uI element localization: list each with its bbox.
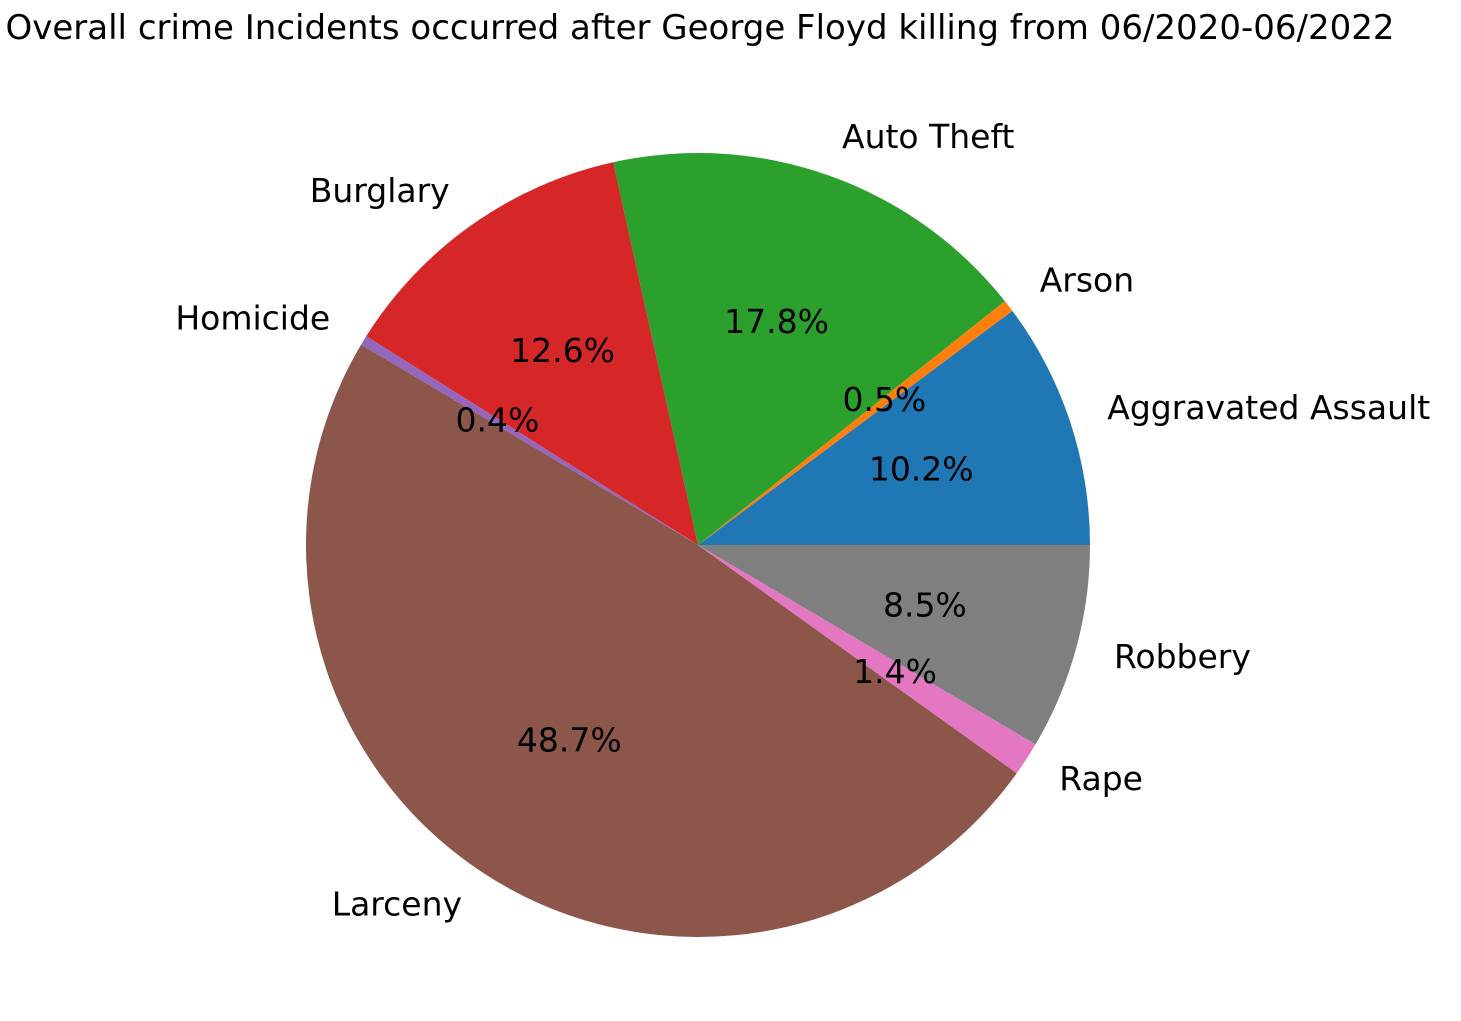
percent-label-rape: 1.4% — [853, 652, 937, 691]
chart-title: Overall crime Incidents occurred after G… — [5, 8, 1395, 48]
pie-slice-rape — [698, 545, 1036, 774]
percent-label-homicide: 0.4% — [455, 401, 539, 440]
pie-slice-aggravated-assault — [698, 310, 1090, 545]
slice-label-auto-theft: Auto Theft — [842, 117, 1015, 156]
percent-label-robbery: 8.5% — [883, 586, 967, 625]
pie-labels: Aggravated Assault 10.2% Arson 0.5% Auto The… — [175, 117, 1430, 923]
percent-label-arson: 0.5% — [842, 380, 926, 419]
pie-slice-homicide — [361, 336, 698, 545]
slice-label-aggravated-assault: Aggravated Assault — [1107, 388, 1430, 427]
percent-label-auto-theft: 17.8% — [724, 302, 829, 341]
slice-label-larceny: Larceny — [332, 884, 462, 923]
percent-label-larceny: 48.7% — [517, 720, 622, 759]
pie-slice-burglary — [366, 162, 698, 545]
slice-label-robbery: Robbery — [1114, 637, 1251, 676]
pie-slice-robbery — [698, 545, 1090, 745]
percent-label-burglary: 12.6% — [510, 331, 615, 370]
pie-slices — [305, 153, 1090, 938]
pie-slice-auto-theft — [613, 153, 1005, 545]
slice-label-homicide: Homicide — [175, 298, 330, 337]
pie-slice-larceny — [305, 344, 1017, 938]
pie-slice-arson — [698, 301, 1013, 545]
slice-label-arson: Arson — [1040, 261, 1134, 300]
slice-label-rape: Rape — [1059, 759, 1143, 798]
slice-label-burglary: Burglary — [310, 171, 450, 210]
percent-label-aggravated-assault: 10.2% — [869, 449, 974, 488]
